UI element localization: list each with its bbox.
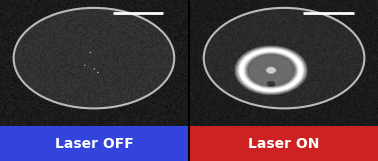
- Text: Laser ON: Laser ON: [248, 137, 320, 151]
- Text: Laser OFF: Laser OFF: [54, 137, 133, 151]
